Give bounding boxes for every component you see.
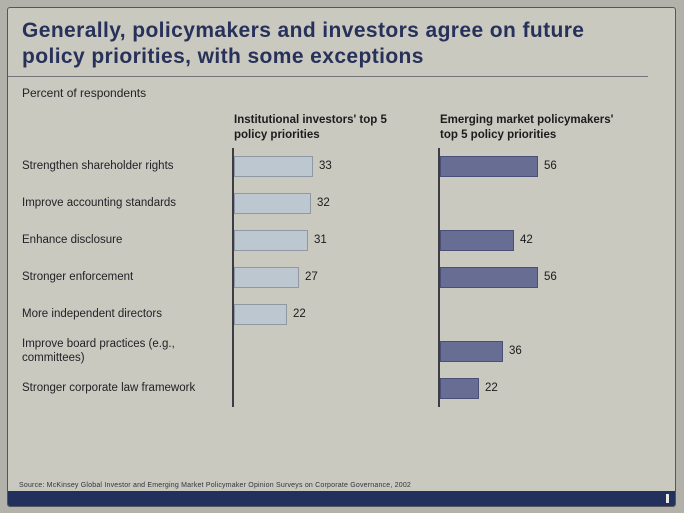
bar-value-label: 27 <box>305 271 318 284</box>
bar-value-label: 22 <box>293 308 306 321</box>
chart-unit-label: Percent of respondents <box>22 86 147 101</box>
bar <box>440 266 538 288</box>
chart-row: Improve board practices (e.g., committee… <box>8 332 675 370</box>
bar-cell-policymakers <box>438 184 675 222</box>
bar-value-label: 42 <box>520 234 533 247</box>
bar-cell-investors: 27 <box>232 258 438 296</box>
bar-cell-investors: 32 <box>232 184 438 222</box>
bar-cell-investors: 31 <box>232 221 438 259</box>
bar-value-label: 32 <box>317 197 330 210</box>
chart-row: Stronger corporate law framework 22 <box>8 369 675 407</box>
bar-cell-investors <box>232 332 438 370</box>
bar-cell-investors <box>232 369 438 407</box>
chart-row: Strengthen shareholder rights 33 56 <box>8 147 675 185</box>
slide-footer: Source: McKinsey Global Investor and Eme… <box>8 482 675 506</box>
bar <box>234 155 313 177</box>
category-label: Enhance disclosure <box>22 234 123 247</box>
bar <box>234 229 308 251</box>
bar-cell-policymakers <box>438 295 675 333</box>
category-label: Strengthen shareholder rights <box>22 160 174 173</box>
chart-row: Stronger enforcement 27 56 <box>8 258 675 296</box>
bar-value-label: 56 <box>544 271 557 284</box>
bar-cell-investors: 33 <box>232 147 438 185</box>
bar-value-label: 56 <box>544 160 557 173</box>
bar-value-label: 36 <box>509 345 522 358</box>
source-note: Source: McKinsey Global Investor and Eme… <box>19 482 412 489</box>
category-label: More independent directors <box>22 308 162 321</box>
chart-row: More independent directors 22 <box>8 295 675 333</box>
bar-value-label: 33 <box>319 160 332 173</box>
header-spacer <box>8 113 232 148</box>
bar-cell-policymakers: 56 <box>438 258 675 296</box>
series-header-investors: Institutional investors' top 5 policy pr… <box>234 114 387 141</box>
bar-cell-policymakers: 22 <box>438 369 675 407</box>
slide: Generally, policymakers and investors ag… <box>7 7 676 507</box>
chart-row: Improve accounting standards 32 <box>8 184 675 222</box>
bar-value-label: 31 <box>314 234 327 247</box>
bar-cell-policymakers: 36 <box>438 332 675 370</box>
category-label: Improve board practices (e.g., committee… <box>22 338 175 365</box>
category-label: Stronger corporate law framework <box>22 382 196 395</box>
category-label: Improve accounting standards <box>22 197 177 210</box>
bar <box>234 303 287 325</box>
bar-value-label: 22 <box>485 382 498 395</box>
chart-column-headers: Institutional investors' top 5 policy pr… <box>8 113 675 148</box>
category-label: Stronger enforcement <box>22 271 134 284</box>
bar <box>234 266 299 288</box>
chart-row: Enhance disclosure 31 42 <box>8 221 675 259</box>
bar-cell-policymakers: 56 <box>438 147 675 185</box>
bar <box>440 229 514 251</box>
page-marker <box>666 494 669 503</box>
bar-cell-investors: 22 <box>232 295 438 333</box>
slide-title: Generally, policymakers and investors ag… <box>8 8 648 78</box>
footer-bar <box>8 491 675 506</box>
bar <box>234 192 311 214</box>
bar <box>440 340 503 362</box>
bar-cell-policymakers: 42 <box>438 221 675 259</box>
bar-chart: Strengthen shareholder rights 33 56 Improve… <box>8 147 675 407</box>
bar <box>440 155 538 177</box>
series-header-policymakers: Emerging market policymakers' top 5 poli… <box>440 114 614 141</box>
bar <box>440 377 479 399</box>
